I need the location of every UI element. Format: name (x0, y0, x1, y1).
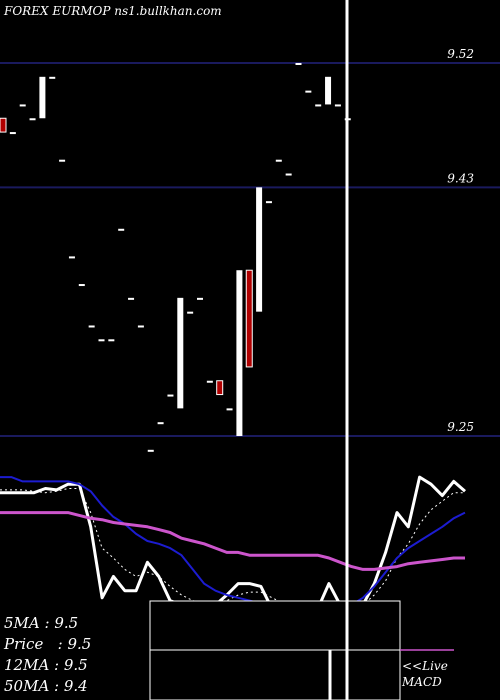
price-bar (157, 422, 164, 425)
fast-ma-line (0, 488, 465, 609)
price-bar (118, 228, 125, 231)
price-bar (0, 117, 7, 133)
price-bar (177, 297, 184, 409)
price-bar (325, 76, 332, 105)
ohlc-bars (0, 63, 351, 452)
price-bar (78, 284, 85, 287)
price-bar (147, 449, 154, 452)
price-bar (216, 380, 224, 396)
price-bar (167, 394, 174, 397)
price-bar (68, 256, 75, 259)
ind-5ma: 5MA : 9.5 (4, 614, 79, 632)
mid-ma-line (0, 476, 466, 611)
price-bar (315, 104, 322, 107)
price-bar (206, 380, 213, 383)
live-link[interactable]: <<Live (402, 659, 448, 673)
price-bar (197, 297, 203, 300)
price-bar (137, 325, 144, 328)
price-bar (334, 104, 341, 107)
overlay (149, 0, 454, 700)
price-bar (9, 132, 16, 135)
gridlines (0, 62, 500, 437)
ind-50ma: 50MA : 9.4 (4, 677, 88, 695)
price-bar (226, 408, 233, 411)
price-bar (295, 63, 302, 65)
price-bar (19, 104, 26, 107)
price-bar (39, 76, 46, 119)
y-tick-label: 9.25 (447, 420, 474, 434)
price-bar (265, 201, 272, 204)
price-bar (285, 173, 292, 176)
price-line (0, 475, 466, 611)
y-tick-label: 9.43 (447, 171, 474, 185)
price-bar (128, 297, 135, 300)
y-axis-labels: 9.52 9.43 9.25 (447, 47, 474, 434)
indicator-panel (0, 475, 466, 611)
price-bar (245, 269, 253, 368)
price-bar (49, 76, 56, 79)
ind-price: Price : 9.5 (4, 635, 92, 653)
price-bar (256, 187, 263, 312)
price-bar (108, 339, 115, 342)
price-bar (275, 159, 282, 162)
slow-ma-line (0, 511, 465, 571)
price-bar (59, 159, 66, 162)
price-bar (236, 270, 243, 436)
price-bar (305, 90, 312, 93)
macd-label: MACD (402, 675, 442, 689)
ind-12ma: 12MA : 9.5 (4, 656, 88, 674)
price-bar (187, 311, 194, 314)
chart-title: FOREX EURMOP ns1.bullkhan.com (4, 4, 222, 18)
price-bar (88, 325, 95, 328)
price-bar (29, 118, 36, 121)
price-bar (98, 339, 105, 342)
y-tick-label: 9.52 (447, 47, 474, 61)
